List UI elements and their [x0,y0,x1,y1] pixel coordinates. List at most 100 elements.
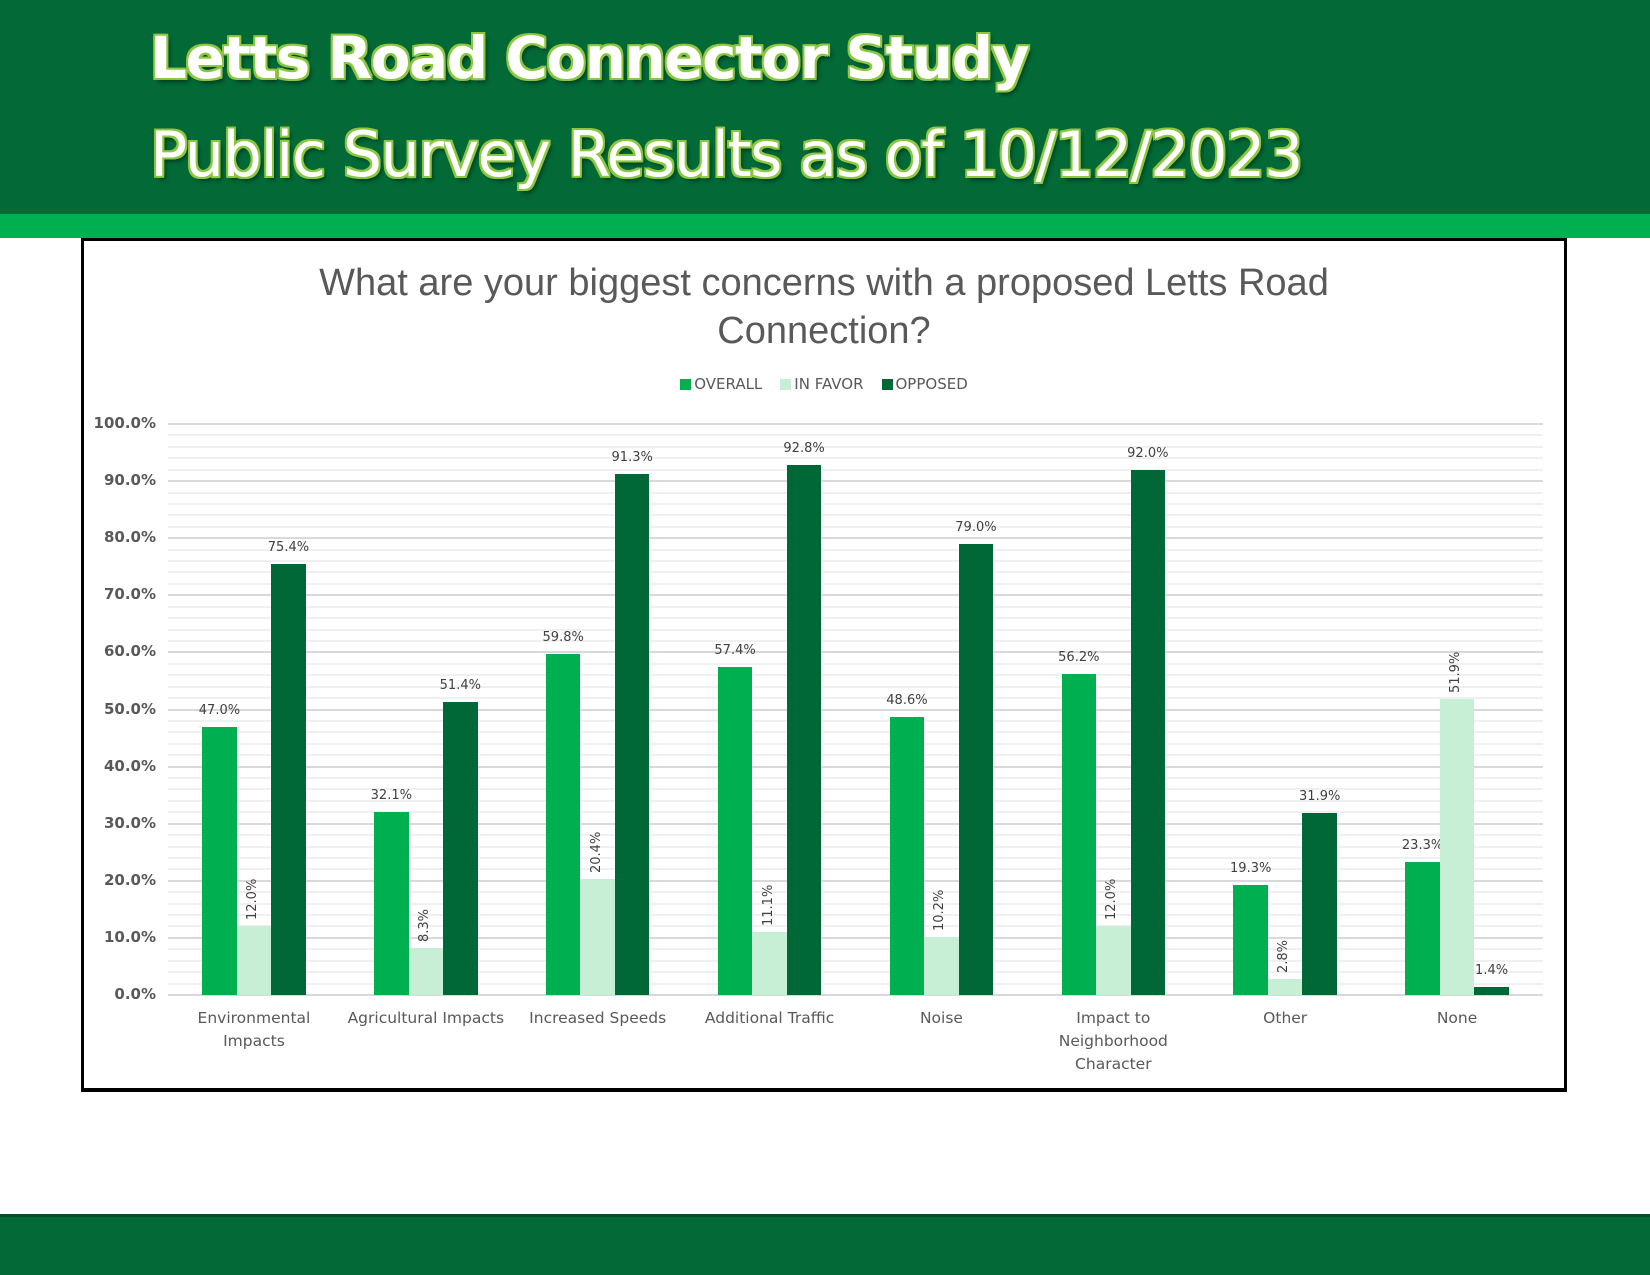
legend-label-overall: OVERALL [694,375,763,393]
data-label: 11.1% [760,884,776,926]
minor-gridline [168,468,1543,471]
minor-gridline [168,582,1543,585]
minor-gridline [168,856,1543,859]
bar-opposed [614,473,650,995]
page-title: Letts Road Connector Study [150,24,1030,92]
bar-opposed [786,465,822,995]
chart-title-line-1: What are your biggest concerns with a pr… [319,262,1329,304]
x-axis-label-line: Environmental [197,1009,311,1027]
minor-gridline [168,742,1543,745]
y-axis-tick-label: 100.0% [93,414,156,432]
data-label: 48.6% [886,693,928,709]
data-label: 12.0% [244,879,260,921]
y-axis-tick-label: 70.0% [103,585,156,604]
bar-opposed [1130,469,1166,995]
minor-gridline [168,982,1543,985]
bar-opposed [1474,987,1509,995]
major-gridline [168,708,1543,711]
data-label: 8.3% [416,908,432,942]
data-label: 56.2% [1058,650,1100,666]
minor-gridline [168,617,1543,620]
data-label: 32.1% [370,787,412,803]
y-axis-tick-label: 40.0% [103,756,156,775]
minor-gridline [168,959,1543,962]
minor-gridline [168,891,1543,894]
minor-gridline [168,754,1543,757]
bar-overall [374,811,409,995]
legend-item-in-favor: IN FAVOR [780,375,864,393]
data-label: 79.0% [955,519,997,535]
footer-banner [0,1214,1650,1275]
legend-item-opposed: OPPOSED [881,375,968,393]
x-axis-category-label: Agricultural Impacts [346,1007,506,1030]
header-banner: Letts Road Connector Study Public Survey… [0,0,1650,214]
bar-in-favor [1096,926,1131,995]
minor-gridline [168,674,1543,677]
minor-gridline [168,685,1543,688]
bar-in-favor [236,926,272,995]
page-subtitle: Public Survey Results as of 10/12/2023 [150,118,1303,191]
y-axis-tick-label: 10.0% [103,927,156,946]
data-label: 12.0% [1104,879,1120,921]
minor-gridline [168,525,1543,528]
bar-in-favor [408,947,444,995]
x-axis-label-line: Agricultural Impacts [347,1009,505,1027]
bar-opposed [271,564,306,995]
major-gridline [168,480,1543,483]
minor-gridline [168,799,1543,802]
data-label: 19.3% [1230,860,1272,876]
data-label: 92.8% [783,441,825,457]
x-axis-label-line: Neighborhood [1058,1032,1168,1050]
y-axis-tick-label: 0.0% [114,985,156,1003]
y-axis-tick-label: 30.0% [103,813,156,832]
legend-swatch-opposed [881,378,893,390]
y-axis-tick-label: 60.0% [103,642,156,661]
minor-gridline [168,514,1543,517]
minor-gridline [168,777,1543,780]
major-gridline [168,765,1543,768]
x-axis-label-line: None [1436,1009,1478,1027]
minor-gridline [168,502,1543,505]
x-axis-label-line: Impacts [223,1032,285,1050]
bar-overall [1061,674,1097,995]
minor-gridline [168,902,1543,905]
x-axis-category-label: Increased Speeds [518,1007,678,1030]
y-axis-tick-label: 20.0% [103,870,156,889]
major-gridline [168,537,1543,540]
minor-gridline [168,697,1543,700]
chart-legend: OVERALL IN FAVOR OPPOSED [84,375,1564,393]
bar-opposed [443,701,478,995]
plot-area: 0.0% 10.0% 20.0% 30.0% 40.0% 50.0% 60.0% 70.0% 8… [84,241,1564,1088]
minor-gridline [168,788,1543,791]
x-axis-label-line: Noise [919,1009,963,1027]
minor-gridline [168,719,1543,722]
data-label: 59.8% [542,629,584,645]
data-label: 31.9% [1299,788,1341,804]
legend-label-opposed: OPPOSED [895,375,968,393]
data-label: 92.0% [1127,445,1169,461]
bar-in-favor [752,931,787,995]
bar-overall [1405,861,1440,995]
bar-in-favor [924,936,959,995]
x-axis-category-label: None [1377,1007,1537,1030]
y-axis-tick-label: 80.0% [103,528,156,547]
major-gridline [168,651,1543,654]
x-axis-label-line: Character [1075,1055,1152,1073]
minor-gridline [168,457,1543,460]
chart-title: What are your biggest concerns with a pr… [84,259,1564,355]
x-axis-label-line: Impact to [1076,1009,1151,1027]
x-axis-category-label: Noise [861,1007,1021,1030]
data-label: 47.0% [198,702,241,718]
x-axis-label-line: Increased Speeds [529,1009,667,1027]
major-gridline [168,594,1543,597]
data-label: 57.4% [714,643,756,659]
minor-gridline [168,605,1543,608]
minor-gridline [168,914,1543,917]
minor-gridline [168,925,1543,928]
minor-gridline [168,560,1543,563]
minor-gridline [168,731,1543,734]
y-axis-tick-label: 50.0% [103,699,156,718]
data-label: 75.4% [267,540,310,556]
x-axis-label-line: Additional Traffic [704,1009,835,1027]
data-label: 10.2% [932,889,948,931]
